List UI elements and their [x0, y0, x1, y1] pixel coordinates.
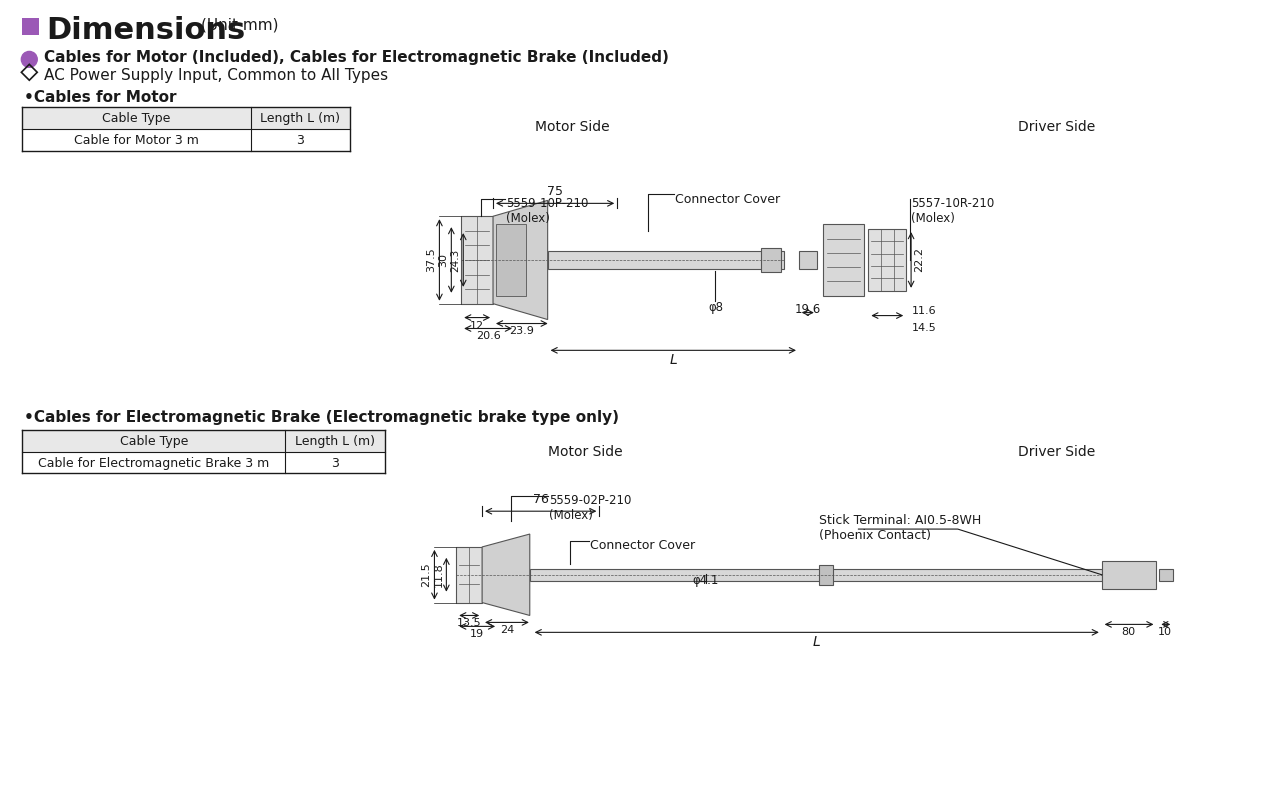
Text: 20.6: 20.6: [476, 332, 500, 342]
Text: Length L (m): Length L (m): [260, 112, 340, 125]
Text: Connector Cover: Connector Cover: [675, 193, 780, 207]
Text: •Cables for Electromagnetic Brake (Electromagnetic brake type only): •Cables for Electromagnetic Brake (Elect…: [24, 410, 620, 425]
Bar: [497, 224, 526, 296]
Bar: [762, 248, 781, 272]
Text: Cable Type: Cable Type: [120, 435, 188, 448]
Bar: [823, 224, 864, 296]
Text: 12: 12: [470, 320, 484, 331]
Text: φ4.1: φ4.1: [692, 574, 719, 587]
Text: Cable Type: Cable Type: [102, 112, 170, 125]
Bar: [868, 229, 906, 291]
Text: Cables for Motor (Included), Cables for Electromagnetic Brake (Included): Cables for Motor (Included), Cables for …: [45, 50, 669, 65]
Text: 5557-10R-210
(Molex): 5557-10R-210 (Molex): [911, 197, 995, 226]
Text: Motor Side: Motor Side: [535, 120, 609, 134]
Text: 13.5: 13.5: [457, 619, 481, 628]
Text: 76: 76: [532, 493, 549, 506]
Text: 10: 10: [1158, 627, 1172, 638]
Polygon shape: [493, 200, 548, 320]
Text: 37.5: 37.5: [426, 247, 436, 273]
Text: L: L: [813, 635, 820, 650]
Text: (Unit mm): (Unit mm): [201, 17, 279, 33]
Bar: [799, 251, 817, 269]
Text: Driver Side: Driver Side: [1019, 444, 1096, 459]
Text: 75: 75: [547, 185, 563, 199]
Text: 3: 3: [332, 456, 339, 470]
Text: 19.6: 19.6: [795, 303, 820, 316]
Text: 14.5: 14.5: [913, 323, 937, 332]
Text: Stick Terminal: AI0.5-8WH
(Phoenix Contact): Stick Terminal: AI0.5-8WH (Phoenix Conta…: [819, 514, 980, 542]
Text: L: L: [669, 353, 677, 367]
Circle shape: [22, 52, 37, 68]
Text: 22.2: 22.2: [914, 247, 924, 273]
Text: AC Power Supply Input, Common to All Types: AC Power Supply Input, Common to All Typ…: [45, 68, 388, 83]
Text: 30: 30: [438, 253, 448, 267]
Bar: [1102, 560, 1156, 588]
Text: Cable for Motor 3 m: Cable for Motor 3 m: [74, 134, 198, 147]
Bar: [22, 17, 40, 34]
Text: 24: 24: [499, 626, 515, 635]
Text: 80: 80: [1121, 627, 1135, 638]
Text: 3: 3: [297, 134, 305, 147]
Polygon shape: [483, 534, 530, 615]
Text: Driver Side: Driver Side: [1019, 120, 1096, 134]
Text: 11.6: 11.6: [913, 305, 937, 316]
Text: Motor Side: Motor Side: [548, 444, 622, 459]
Text: 19: 19: [470, 630, 484, 639]
Bar: [22, 430, 385, 452]
Bar: [22, 107, 349, 129]
Bar: [548, 251, 783, 269]
Bar: [456, 547, 483, 603]
Text: 23.9: 23.9: [509, 327, 534, 336]
Text: 24.3: 24.3: [451, 248, 461, 272]
Text: 21.5: 21.5: [421, 562, 431, 588]
Text: Dimensions: Dimensions: [46, 16, 246, 45]
Text: φ8: φ8: [708, 301, 723, 314]
Text: Length L (m): Length L (m): [296, 435, 375, 448]
Text: 5559-10P-210
(Molex): 5559-10P-210 (Molex): [506, 197, 589, 226]
Text: Connector Cover: Connector Cover: [590, 539, 695, 552]
Text: Cable for Electromagnetic Brake 3 m: Cable for Electromagnetic Brake 3 m: [38, 456, 270, 470]
Bar: [530, 568, 1102, 580]
Bar: [819, 564, 833, 584]
Text: •Cables for Motor: •Cables for Motor: [24, 90, 177, 105]
Text: 5559-02P-210
(Molex): 5559-02P-210 (Molex): [549, 494, 631, 522]
Bar: [1160, 568, 1174, 580]
Text: 11.8: 11.8: [434, 562, 443, 588]
Bar: [461, 216, 493, 304]
